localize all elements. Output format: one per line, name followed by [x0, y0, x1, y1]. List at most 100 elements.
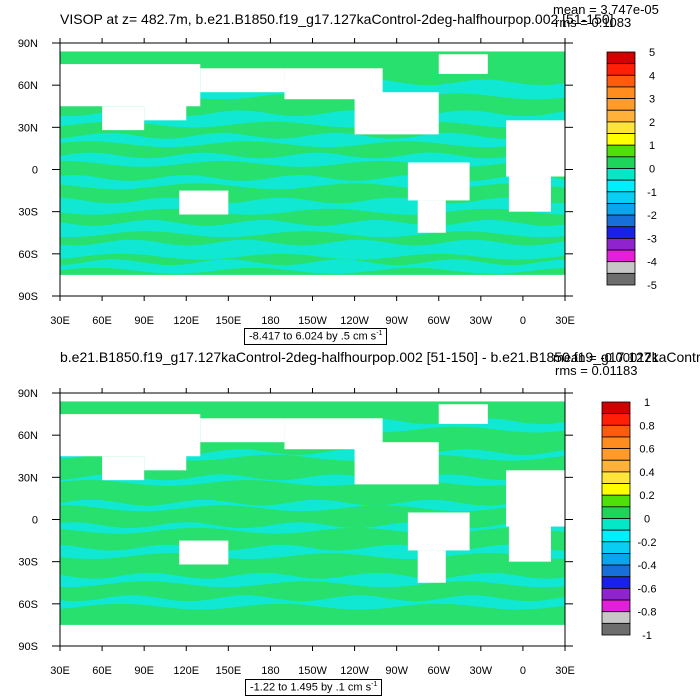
map-plot-bottom: 30E 60E 90E 120E 150E 180 150W 120W 90W 60W 30W 0 30…: [18, 388, 657, 677]
colorbar-label: 1: [644, 397, 650, 409]
colorbar-box: [601, 401, 631, 415]
colorbar-label: -3: [647, 233, 657, 245]
land-antarctica: [60, 624, 565, 646]
land-australia: [179, 540, 229, 565]
x-tick-label: 150E: [215, 315, 241, 327]
land-south-america: [407, 162, 470, 201]
range-text: -8.417 to 6.024 by .5 cm s: [249, 330, 377, 343]
x-tick-label: 30W: [470, 315, 493, 327]
colorbar-box: [601, 483, 631, 496]
colorbar-label: 1: [649, 140, 655, 152]
panel-bottom: 30E 60E 90E 120E 150E 180 150W 120W 90W 60W 30W 0 30…: [0, 350, 700, 700]
land-antarctica: [60, 274, 565, 296]
y-tick-label: 30N: [18, 122, 38, 134]
colorbar-box: [606, 156, 636, 169]
y-tick-label: 90S: [18, 641, 38, 653]
y-tick-label: 60N: [18, 80, 38, 92]
colorbar-box: [601, 506, 631, 519]
x-tick-label: 150E: [215, 665, 241, 677]
colorbar-box: [601, 459, 631, 473]
colorbar-label: -0.6: [638, 583, 657, 595]
land-asia-south: [102, 456, 145, 481]
x-tick-label: 30W: [470, 665, 493, 677]
colorbar-label: -2: [647, 210, 657, 222]
ocean-band: [60, 132, 565, 148]
colorbar-box: [606, 86, 636, 99]
x-tick-label: 60W: [427, 315, 450, 327]
colorbar-box: [601, 622, 631, 636]
y-tick-label: 0: [32, 515, 38, 527]
x-tick-label: 120E: [173, 665, 199, 677]
x-tick-label: 180: [261, 665, 279, 677]
colorbar-box: [601, 576, 631, 589]
colorbar-label: 0: [649, 164, 655, 176]
y-tick-label: 0: [32, 165, 38, 177]
y-tick-label: 60S: [18, 599, 38, 611]
y-tick-label: 30S: [18, 207, 38, 219]
y-tick-label: 90N: [18, 38, 38, 50]
colorbar-box: [601, 611, 631, 624]
x-tick-label: 60E: [92, 315, 112, 327]
colorbar-label: 5: [649, 47, 655, 59]
y-tick-label: 30S: [18, 557, 38, 569]
map-plot-top: 30E 60E 90E 120E 150E 180 150W 120W 90W 60W 30W 0 30…: [18, 38, 657, 327]
x-tick-label: 0: [520, 315, 526, 327]
ocean-band: [60, 572, 565, 588]
colorbar-label: -0.8: [638, 607, 657, 619]
colorbar-box: [606, 121, 636, 134]
land-eurasia-b: [200, 68, 285, 93]
x-tick-label: 150W: [298, 315, 327, 327]
x-tick-label: 90E: [134, 665, 154, 677]
x-tick-label: 120W: [340, 665, 369, 677]
colorbar-label: -1: [647, 187, 657, 199]
colorbar-label: 2: [649, 117, 655, 129]
colorbar-box: [606, 144, 636, 158]
colorbar-label: -0.4: [638, 560, 657, 572]
colorbar-box: [606, 109, 636, 123]
colorbar-label: 0.2: [639, 490, 654, 502]
colorbar-box: [601, 436, 631, 449]
colorbar-box: [606, 133, 636, 146]
y-tick-label: 60S: [18, 249, 38, 261]
land-sa-south: [417, 200, 446, 233]
x-tick-label: 150W: [298, 665, 327, 677]
x-tick-label: 90W: [385, 315, 408, 327]
map-field: [60, 43, 565, 296]
colorbar-label: -5: [647, 280, 657, 292]
colorbar-label: -4: [647, 257, 657, 269]
land-na-mid: [354, 442, 439, 485]
x-tick-label: 60W: [427, 665, 450, 677]
colorbar-box: [606, 191, 636, 204]
colorbar-box: [601, 564, 631, 578]
colorbar-box: [606, 226, 636, 239]
land-asia-south: [102, 106, 145, 131]
colorbar-box: [606, 237, 636, 251]
colorbar-box: [601, 494, 631, 508]
colorbar-box: [606, 272, 636, 286]
colorbar-box: [601, 541, 631, 554]
mean-value: mean = 3.747e-05: [553, 2, 659, 17]
land-sa-south: [417, 550, 446, 583]
rms-value: rms = 0.01183: [555, 363, 638, 378]
colorbar-box: [606, 74, 636, 88]
land-na-mid: [354, 92, 439, 135]
land-greenland: [438, 404, 488, 424]
colorbar-label: 0: [644, 514, 650, 526]
colorbar: 5 4 3 2 1 0 -1 -2 -3 -4 -5: [606, 47, 657, 292]
ocean-band: [60, 499, 565, 512]
y-tick-label: 30N: [18, 472, 38, 484]
colorbar-box: [601, 587, 631, 601]
y-tick-label: 60N: [18, 430, 38, 442]
land-africa: [506, 120, 565, 177]
colorbar-label: 0.4: [639, 467, 654, 479]
colorbar-label: 0.6: [639, 444, 654, 456]
colorbar-box: [601, 448, 631, 461]
colorbar-box: [601, 424, 631, 438]
x-tick-label: 0: [520, 665, 526, 677]
range-unit-exponent: -1: [371, 681, 378, 688]
colorbar-label: -1: [642, 630, 652, 642]
colorbar-box: [606, 249, 636, 263]
land-arctic-top: [60, 43, 565, 52]
land-arctic-top: [60, 393, 565, 402]
land-eurasia-b: [200, 418, 285, 443]
